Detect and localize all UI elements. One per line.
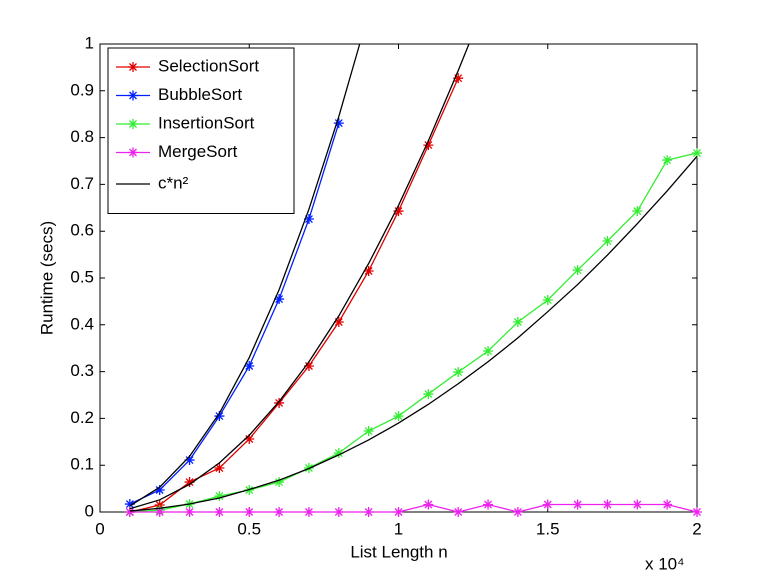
data-point — [303, 214, 314, 225]
data-point — [333, 118, 344, 129]
data-point — [244, 433, 255, 444]
data-point — [333, 448, 344, 459]
data-point — [154, 499, 165, 510]
data-point — [124, 507, 135, 517]
x-tick-label: 0 — [95, 519, 104, 538]
data-point — [692, 148, 702, 159]
series-line — [129, 152, 698, 513]
legend-marker — [128, 147, 138, 158]
data-point — [363, 265, 374, 276]
data-point — [333, 507, 344, 517]
data-point — [363, 426, 374, 437]
data-point — [453, 507, 464, 517]
data-point — [154, 485, 165, 496]
data-point — [214, 507, 225, 517]
data-point — [393, 507, 404, 517]
data-point — [423, 140, 434, 151]
y-tick-label: 0.2 — [70, 408, 94, 427]
data-point — [184, 455, 195, 466]
x-tick-label: 1.5 — [536, 519, 560, 538]
data-point — [662, 155, 673, 166]
y-tick-label: 0.6 — [70, 221, 94, 240]
y-axis-label: Runtime (secs) — [37, 221, 56, 335]
data-point — [602, 236, 613, 247]
data-point — [303, 360, 314, 371]
y-tick-label: 0.8 — [70, 127, 94, 146]
data-point — [483, 499, 494, 510]
data-point — [572, 265, 583, 276]
series-line — [129, 155, 698, 512]
legend-marker — [128, 90, 138, 101]
data-point — [274, 397, 285, 408]
data-point — [124, 499, 135, 510]
y-tick-label: 0 — [85, 501, 94, 520]
data-point — [363, 507, 374, 517]
y-tick-label: 0.4 — [70, 314, 94, 333]
legend-label: MergeSort — [158, 142, 238, 161]
data-point — [214, 463, 225, 474]
data-point — [632, 206, 643, 217]
data-point — [483, 346, 494, 357]
y-tick-label: 0.1 — [70, 455, 94, 474]
data-point — [512, 507, 523, 517]
data-point — [542, 294, 553, 305]
y-tick-label: 0.3 — [70, 361, 94, 380]
data-point — [423, 389, 434, 400]
x-tick-label: 0.5 — [237, 519, 261, 538]
data-point — [333, 316, 344, 327]
legend-marker — [128, 119, 138, 129]
y-tick-label: 0.9 — [70, 80, 94, 99]
x-tick-label: 1 — [394, 519, 403, 538]
series-line — [129, 122, 340, 505]
legend-box — [107, 47, 295, 214]
data-point — [214, 411, 225, 422]
data-point — [662, 499, 673, 510]
x-axis-label: List Length n — [350, 542, 447, 561]
legend-marker — [128, 62, 138, 72]
data-point — [602, 499, 613, 510]
legend-label: InsertionSort — [158, 113, 255, 132]
legend-label: SelectionSort — [158, 56, 259, 75]
data-point — [423, 499, 434, 510]
legend-label: c*n² — [158, 173, 189, 192]
data-point — [393, 206, 404, 217]
data-point — [692, 507, 702, 517]
data-point — [572, 499, 583, 510]
y-tick-label: 0.5 — [70, 267, 94, 286]
data-point — [632, 499, 643, 510]
data-point — [214, 491, 225, 502]
data-point — [542, 499, 553, 510]
series-line — [129, 43, 470, 510]
series-line — [129, 77, 459, 513]
data-point — [303, 507, 314, 517]
data-point — [274, 477, 285, 488]
x-tick-label: 2 — [692, 519, 701, 538]
data-point — [512, 316, 523, 327]
data-point — [184, 507, 195, 517]
legend-label: BubbleSort — [158, 85, 242, 104]
data-point — [184, 477, 195, 488]
data-point — [244, 360, 255, 371]
y-tick-label: 1 — [85, 33, 94, 52]
y-tick-label: 0.7 — [70, 174, 94, 193]
x-multiplier: x 10⁴ — [645, 554, 684, 573]
series-line — [129, 43, 361, 507]
data-point — [274, 294, 285, 305]
data-point — [453, 367, 464, 378]
data-point — [393, 411, 404, 422]
data-point — [274, 507, 285, 517]
data-point — [453, 73, 464, 84]
data-point — [244, 507, 255, 517]
data-point — [154, 507, 165, 517]
